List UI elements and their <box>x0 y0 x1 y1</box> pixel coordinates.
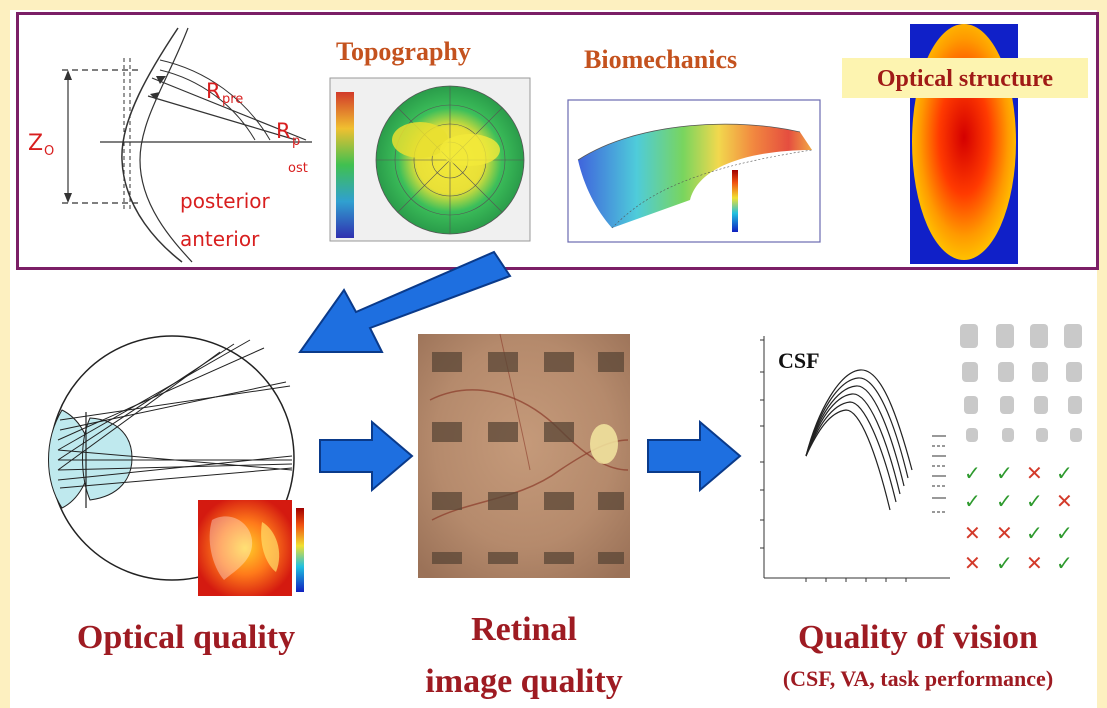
caption-optical-quality: Optical quality <box>77 619 295 656</box>
check-icon: ✓ <box>964 489 981 513</box>
blurred-letter-chart <box>960 324 1082 442</box>
label-z0: Z <box>28 131 43 156</box>
arrow-right-1 <box>319 419 414 493</box>
check-icon: ✓ <box>1026 489 1043 513</box>
biomechanics-title: Biomechanics <box>584 45 737 74</box>
cross-icon: ✕ <box>1056 489 1073 513</box>
caption-image-quality: image quality <box>425 663 622 700</box>
check-icon: ✓ <box>1056 521 1073 545</box>
caption-retinal: Retinal <box>471 611 577 648</box>
label-z0-sub: O <box>44 144 54 159</box>
label-posterior: posterior <box>180 189 271 213</box>
check-icon: ✓ <box>996 489 1013 513</box>
background-edge-right <box>1097 0 1107 708</box>
cross-icon: ✕ <box>964 521 981 545</box>
topography-map <box>329 77 531 242</box>
biomechanics-mesh <box>567 99 821 243</box>
check-icon: ✓ <box>1056 461 1073 485</box>
csf-label: CSF <box>778 348 820 373</box>
label-rpre: R <box>206 79 221 103</box>
label-rpre-sub: pre <box>222 92 243 107</box>
wavefront-map <box>198 500 304 596</box>
check-icon: ✓ <box>964 461 981 485</box>
csf-plot: CSF <box>760 336 950 582</box>
caption-quality-of-vision: Quality of vision <box>798 619 1038 656</box>
label-rpost-sub-b: ost <box>288 161 308 176</box>
check-icon: ✓ <box>996 551 1013 575</box>
cross-icon: ✕ <box>1026 461 1043 485</box>
topography-title: Topography <box>336 37 471 66</box>
caption-csf-va-task: (CSF, VA, task performance) <box>783 666 1053 691</box>
cornea-diagram <box>62 27 312 263</box>
optical-structure-title: Optical structure <box>877 66 1054 92</box>
check-icon: ✓ <box>1026 521 1043 545</box>
cross-icon: ✕ <box>996 521 1013 545</box>
retinal-fundus-image <box>418 333 630 578</box>
label-rpost-sub-a: p <box>292 134 300 149</box>
arrow-down-left <box>298 250 512 353</box>
cross-icon: ✕ <box>1026 551 1043 575</box>
label-rpost: R <box>276 119 291 143</box>
optical-structure-image: Optical structure <box>842 24 1088 264</box>
background-edge-top <box>0 0 1107 10</box>
arrow-right-2 <box>647 419 742 493</box>
background-edge-left <box>0 0 10 708</box>
check-icon: ✓ <box>1056 551 1073 575</box>
cornea-labels: Z O R pre R p ost posterior anterior <box>28 79 308 251</box>
cross-icon: ✕ <box>964 551 981 575</box>
check-icon: ✓ <box>996 461 1013 485</box>
label-anterior: anterior <box>180 227 260 251</box>
task-performance-grid: ✓ ✓ ✕ ✓ ✓ ✓ ✓ ✕ ✕ ✕ ✓ ✓ ✕ ✓ ✕ ✓ <box>964 461 1073 575</box>
